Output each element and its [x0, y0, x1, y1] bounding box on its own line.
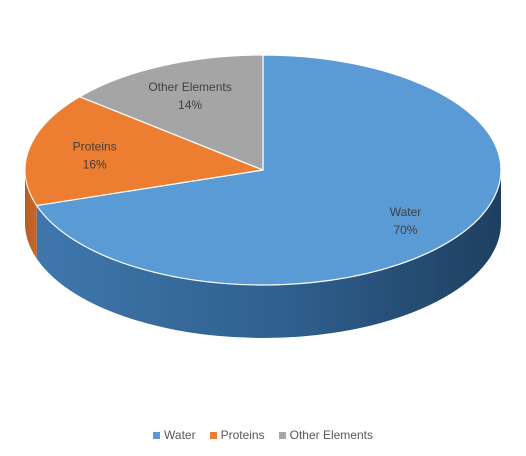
legend-swatch-water [153, 431, 161, 439]
legend-swatch-other-elements [278, 431, 286, 439]
data-label-value-water: 70% [393, 223, 417, 237]
legend-item-other-elements: Other Elements [278, 428, 373, 442]
legend-item-proteins: Proteins [209, 428, 265, 442]
legend-label-proteins: Proteins [220, 428, 265, 442]
data-label-category-proteins: Proteins [73, 139, 117, 153]
data-label-value-proteins: 16% [83, 157, 107, 171]
pie-side-proteins [25, 170, 37, 259]
data-label-value-other-elements: 14% [178, 98, 202, 112]
legend-label-water: Water [164, 428, 196, 442]
legend: Water Proteins Other Elements [0, 428, 526, 442]
data-label-other-elements: Other Elements 14% [148, 80, 231, 112]
legend-label-other-elements: Other Elements [289, 428, 373, 442]
pie-slice-proteins [24, 96, 264, 207]
data-label-proteins: Proteins 16% [73, 139, 117, 171]
data-label-category-other-elements: Other Elements [148, 80, 231, 94]
legend-item-water: Water [153, 428, 196, 442]
legend-swatch-proteins [209, 431, 217, 439]
pie-side-water [36, 170, 502, 339]
pie-slice-other-elements [79, 54, 264, 171]
data-label-category-water: Water [390, 205, 422, 219]
pie-slice-water [36, 54, 502, 286]
data-label-water: Water 70% [390, 205, 422, 237]
